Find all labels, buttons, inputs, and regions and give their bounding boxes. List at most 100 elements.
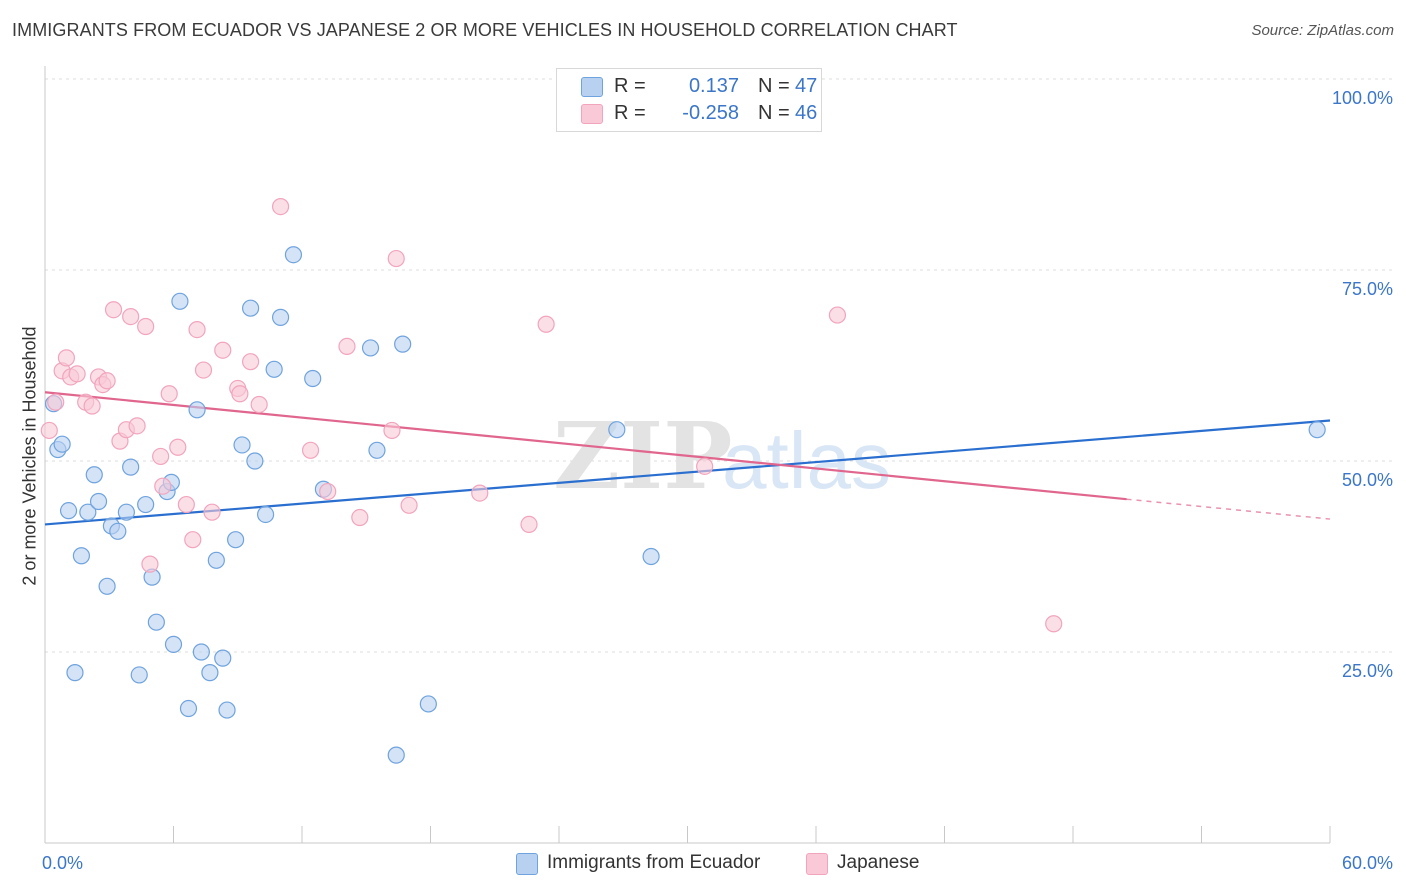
- y-tick-label: 75.0%: [1342, 279, 1393, 299]
- grid-lines: [45, 78, 1392, 653]
- ecuador-point: [265, 360, 283, 378]
- legend-r-value: -0.258: [682, 102, 739, 124]
- legend-r-value: 0.137: [688, 75, 739, 97]
- trend-lines: [44, 391, 1331, 526]
- legend-n-value: 47: [795, 75, 818, 97]
- ecuador-point: [79, 503, 97, 521]
- watermark-atlas: atlas: [722, 416, 891, 505]
- ecuador-point: [164, 635, 183, 653]
- ecuador-point: [284, 246, 303, 264]
- ecuador-point: [192, 643, 210, 661]
- ecuador-point: [218, 701, 236, 719]
- tick-labels: 25.0% 50.0% 75.0% 100.0% 0.0% 60.0%: [42, 88, 1393, 873]
- japanese-swatch: [581, 104, 603, 124]
- japanese-point: [338, 337, 356, 355]
- ecuador-point: [361, 339, 380, 357]
- ecuador-point: [233, 436, 251, 454]
- ecuador-point: [130, 666, 148, 684]
- legend-r-label: R =: [614, 102, 646, 124]
- ecuador-point: [59, 502, 78, 520]
- axes: [44, 66, 1331, 844]
- japanese-point: [154, 477, 172, 495]
- ecuador-point: [122, 458, 140, 476]
- japanese-point: [194, 361, 213, 379]
- japanese-point: [177, 495, 195, 514]
- japanese-point: [231, 385, 249, 403]
- japanese-point: [387, 249, 405, 268]
- japanese-point: [319, 482, 337, 501]
- japanese-point: [104, 301, 123, 319]
- ecuador-point: [207, 551, 225, 569]
- trend-line-extension: [1126, 498, 1331, 520]
- ecuador-point: [109, 522, 127, 540]
- japanese-point: [83, 397, 101, 415]
- japanese-point: [128, 417, 146, 435]
- ecuador-swatch: [516, 853, 538, 875]
- ecuador-point: [179, 699, 198, 718]
- legend-n-label: N =: [758, 102, 790, 124]
- japanese-point: [520, 515, 538, 534]
- ecuador-point: [394, 335, 412, 353]
- ecuador-point: [387, 746, 405, 764]
- japanese-point: [188, 320, 206, 339]
- japanese-point: [47, 393, 65, 411]
- japanese-point: [242, 353, 260, 371]
- legend-n-value: 46: [795, 102, 818, 124]
- japanese-point: [1045, 615, 1063, 633]
- ecuador-point: [117, 503, 135, 521]
- japanese-point: [137, 317, 155, 336]
- japanese-point: [68, 365, 86, 383]
- source-label: Source: ZipAtlas.com: [1251, 22, 1394, 39]
- japanese-point: [169, 438, 187, 456]
- ecuador-point: [214, 649, 232, 667]
- ecuador-point: [246, 452, 264, 470]
- japanese-swatch: [806, 853, 828, 875]
- japanese-point: [351, 508, 369, 527]
- japanese-point: [696, 457, 714, 475]
- legend-r-label: R =: [614, 75, 646, 97]
- japanese-point: [184, 531, 202, 549]
- y-tick-label: 100.0%: [1332, 88, 1393, 108]
- ecuador-point: [1308, 421, 1326, 439]
- trend-line-japanese: [44, 391, 1127, 501]
- ecuador-point: [89, 492, 108, 511]
- ecuador-point: [608, 421, 626, 439]
- ecuador-point: [98, 577, 116, 595]
- ecuador-point: [188, 401, 206, 419]
- japanese-point: [203, 503, 221, 521]
- japanese-point: [400, 496, 418, 514]
- japanese-point: [383, 421, 401, 440]
- correlation-legend: R = 0.137 N = 47 R = -0.258 N = 46: [556, 68, 822, 132]
- ecuador-point: [419, 695, 437, 713]
- trend-line-ecuador: [44, 419, 1331, 526]
- japanese-point: [214, 341, 232, 359]
- japanese-point: [828, 306, 847, 324]
- ecuador-swatch: [581, 77, 603, 97]
- ecuador-point: [227, 531, 245, 549]
- x-tick-label: 0.0%: [42, 853, 83, 873]
- chart-title: IMMIGRANTS FROM ECUADOR VS JAPANESE 2 OR…: [12, 20, 958, 40]
- data-points: [40, 197, 1326, 764]
- japanese-point: [98, 372, 116, 390]
- japanese-point: [250, 395, 268, 414]
- japanese-point: [301, 441, 320, 459]
- ecuador-point: [137, 495, 155, 514]
- japanese-point: [271, 197, 290, 216]
- ecuador-point: [171, 292, 189, 310]
- japanese-point: [537, 315, 555, 333]
- japanese-point: [122, 308, 140, 326]
- ecuador-point: [85, 466, 103, 484]
- ecuador-point: [53, 435, 71, 453]
- ecuador-point: [368, 441, 386, 459]
- legend-label-ecuador: Immigrants from Ecuador: [547, 852, 761, 873]
- ecuador-point: [304, 369, 322, 388]
- ecuador-point: [242, 299, 260, 317]
- japanese-point: [160, 385, 178, 403]
- ecuador-point: [271, 308, 290, 326]
- legend-n-label: N =: [758, 75, 790, 97]
- japanese-point: [141, 555, 159, 573]
- ecuador-point: [147, 613, 165, 631]
- watermark-zip: ZIP: [553, 402, 732, 510]
